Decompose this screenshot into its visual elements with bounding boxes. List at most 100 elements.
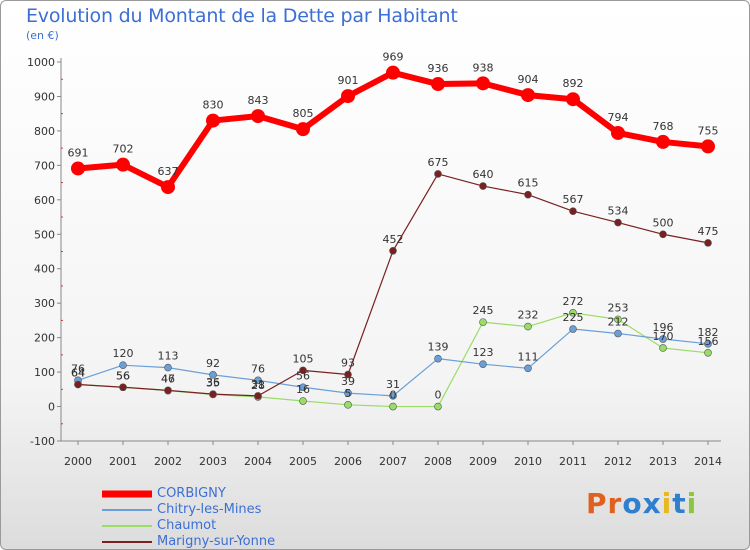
x-tick-label: 2004 <box>244 455 272 468</box>
data-point <box>701 139 715 154</box>
data-point <box>341 89 355 104</box>
data-label: 39 <box>341 375 355 388</box>
data-point <box>434 402 442 411</box>
x-tick-label: 2007 <box>379 455 407 468</box>
x-tick-label: 2011 <box>559 455 587 468</box>
data-label: 830 <box>203 99 224 112</box>
data-point <box>524 364 532 373</box>
data-label: 156 <box>698 335 719 348</box>
data-label: 105 <box>293 352 314 365</box>
data-point <box>254 376 262 385</box>
data-label: 637 <box>158 165 179 178</box>
logo-letter: P <box>586 487 608 520</box>
data-point <box>344 401 352 409</box>
data-label: 64 <box>71 366 85 379</box>
data-label: 675 <box>428 156 449 169</box>
data-point <box>431 77 445 92</box>
data-point <box>434 354 442 363</box>
x-tick-label: 2014 <box>694 455 722 468</box>
data-point <box>479 182 487 190</box>
data-point <box>479 318 487 326</box>
y-tick-label: 100 <box>34 366 55 379</box>
data-point <box>251 109 265 124</box>
data-point <box>524 190 532 199</box>
x-tick-label: 2010 <box>514 455 542 468</box>
data-point <box>659 230 667 239</box>
x-tick-label: 2003 <box>199 455 227 468</box>
data-label: 46 <box>161 373 175 386</box>
data-point <box>74 380 82 389</box>
data-label: 92 <box>206 357 220 370</box>
data-label: 111 <box>518 350 539 363</box>
data-point <box>389 247 397 255</box>
data-label: 452 <box>383 233 404 246</box>
data-label: 567 <box>563 193 584 206</box>
data-point <box>386 65 400 80</box>
data-label: 196 <box>653 321 674 334</box>
data-point <box>296 122 310 137</box>
y-tick-label: -100 <box>30 435 55 448</box>
data-point <box>344 389 352 397</box>
data-label: 272 <box>563 295 584 308</box>
data-point <box>161 180 175 195</box>
data-label: 640 <box>473 168 494 181</box>
data-point <box>611 125 625 140</box>
chart-subtitle: (en €) <box>26 29 59 42</box>
data-label: 0 <box>435 389 442 402</box>
data-label: 76 <box>251 362 265 375</box>
data-point <box>704 239 712 247</box>
logo-letter: r <box>607 487 623 520</box>
y-tick-label: 1000 <box>27 56 55 69</box>
data-point <box>569 325 577 333</box>
data-point <box>299 397 307 405</box>
data-point <box>704 348 712 357</box>
data-label: 182 <box>698 326 719 339</box>
legend-label: CORBIGNY <box>157 486 226 501</box>
data-label: 936 <box>428 62 449 75</box>
legend-label: Marigny-sur-Yonne <box>157 534 276 549</box>
data-label: 245 <box>473 304 494 317</box>
data-point <box>254 392 262 400</box>
data-label: 56 <box>296 369 310 382</box>
y-tick-label: 600 <box>34 194 55 207</box>
data-label: 615 <box>518 177 539 190</box>
data-point <box>116 157 130 172</box>
chart-title: Evolution du Montant de la Dette par Hab… <box>26 5 458 27</box>
data-label: 225 <box>563 311 584 324</box>
data-label: 31 <box>251 378 265 391</box>
data-point <box>119 383 127 392</box>
data-label: 120 <box>113 347 134 360</box>
data-label: 56 <box>116 369 130 382</box>
data-label: 170 <box>653 330 674 343</box>
y-tick-label: 0 <box>48 401 55 414</box>
data-point <box>569 207 577 215</box>
data-label: 28 <box>251 379 265 392</box>
data-point <box>614 329 622 338</box>
data-label: 794 <box>608 111 629 124</box>
data-point <box>299 366 307 375</box>
data-point <box>614 218 622 227</box>
data-label: 16 <box>296 383 310 396</box>
data-point <box>521 88 535 103</box>
data-point <box>206 113 220 128</box>
y-tick-label: 700 <box>34 159 55 172</box>
logo-letter: t <box>672 487 687 520</box>
data-point <box>434 170 442 178</box>
data-label: 500 <box>653 216 674 229</box>
data-label: 843 <box>248 94 269 107</box>
data-point <box>71 161 85 176</box>
data-point <box>569 309 577 317</box>
data-point <box>659 335 667 343</box>
data-label: 768 <box>653 120 674 133</box>
x-tick-label: 2005 <box>289 455 317 468</box>
x-tick-label: 2009 <box>469 455 497 468</box>
data-point <box>614 315 622 324</box>
logo-letter: i <box>661 487 673 520</box>
y-tick-label: 500 <box>34 228 55 241</box>
data-point <box>119 361 127 370</box>
data-label: 755 <box>698 124 719 137</box>
data-label: 0 <box>390 389 397 402</box>
data-point <box>566 92 580 107</box>
